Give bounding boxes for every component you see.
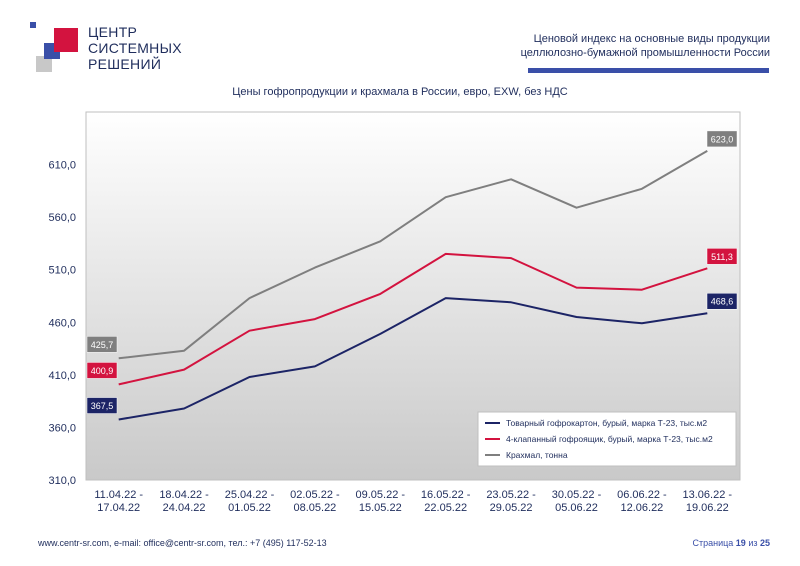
page-total: 25 — [759, 538, 770, 548]
x-tick-label: 01.05.22 — [228, 502, 271, 514]
x-tick-label: 18.04.22 - — [159, 489, 209, 501]
x-tick-label: 09.05.22 - — [356, 489, 406, 501]
logo-line-2: СИСТЕМНЫХ — [88, 40, 182, 56]
x-tick-label: 24.04.22 — [163, 502, 206, 514]
data-label-last-2: 511,3 — [711, 252, 733, 262]
legend-label-2: 4-клапанный гофроящик, бурый, марка Т-23… — [506, 434, 713, 444]
logo-mark-red — [54, 28, 78, 52]
y-tick-label: 460,0 — [48, 317, 76, 329]
x-tick-label: 17.04.22 — [97, 502, 140, 514]
data-label-first-1-bg — [86, 397, 118, 414]
x-tick-label: 13.06.22 - — [683, 489, 733, 501]
y-tick-label: 610,0 — [48, 160, 76, 172]
logo-mark-dot — [30, 22, 36, 28]
x-tick-label: 05.06.22 — [555, 502, 598, 514]
page-prefix: Страница — [692, 538, 734, 548]
y-tick-label: 360,0 — [48, 422, 76, 434]
legend-label-3: Крахмал, тонна — [506, 450, 568, 460]
logo-text: ЦЕНТР СИСТЕМНЫХ РЕШЕНИЙ — [88, 24, 182, 72]
page-sep: из — [748, 538, 758, 548]
series-line-1 — [118, 297, 708, 421]
data-label-last-3: 623,0 — [711, 134, 734, 144]
logo-mark-gray — [36, 56, 52, 72]
data-label-last-1-bg — [706, 292, 738, 310]
data-label-last-3-bg — [706, 130, 738, 148]
header-accent-bar — [528, 68, 769, 73]
x-tick-label: 25.04.22 - — [225, 489, 275, 501]
x-tick-label: 02.05.22 - — [290, 489, 340, 501]
x-tick-label: 12.06.22 — [620, 502, 663, 514]
logo-line-1: ЦЕНТР — [88, 24, 138, 40]
y-tick-label: 510,0 — [48, 265, 76, 277]
data-label-first-1: 367,5 — [91, 401, 114, 411]
x-tick-label: 06.06.22 - — [617, 489, 667, 501]
x-tick-label: 16.05.22 - — [421, 489, 471, 501]
y-tick-label: 560,0 — [48, 212, 76, 224]
company-logo: ЦЕНТР СИСТЕМНЫХ РЕШЕНИЙ — [22, 18, 192, 78]
data-label-last-2-bg — [706, 248, 738, 265]
header-line-1: Ценовой индекс на основные виды продукци… — [533, 33, 770, 45]
x-tick-label: 23.05.22 - — [486, 489, 536, 501]
data-label-first-3: 425,7 — [91, 340, 114, 350]
x-tick-label: 22.05.22 — [424, 502, 467, 514]
header-line-2: целлюлозно-бумажной промышленности Росси… — [520, 47, 770, 59]
data-label-first-3-bg — [86, 336, 118, 353]
y-tick-label: 310,0 — [48, 475, 76, 487]
chart-title: Цены гофропродукции и крахмала в России,… — [232, 86, 568, 98]
y-tick-label: 410,0 — [48, 370, 76, 382]
x-tick-label: 19.06.22 — [686, 502, 729, 514]
x-tick-label: 30.05.22 - — [552, 489, 602, 501]
series-line-2 — [118, 252, 708, 386]
data-label-first-2: 400,9 — [91, 366, 114, 376]
page-current: 19 — [735, 538, 746, 548]
x-tick-label: 29.05.22 — [490, 502, 533, 514]
x-tick-label: 08.05.22 — [293, 502, 336, 514]
data-label-last-1: 468,6 — [711, 297, 734, 307]
page-indicator: Страница 19 из 25 — [692, 538, 770, 548]
footer-contacts: www.centr-sr.com, e-mail: office@centr-s… — [38, 538, 327, 548]
x-tick-label: 11.04.22 - — [94, 489, 143, 501]
series-line-3 — [118, 150, 708, 360]
logo-line-3: РЕШЕНИЙ — [88, 56, 162, 72]
data-label-first-2-bg — [86, 362, 118, 379]
report-header: Ценовой индекс на основные виды продукци… — [521, 32, 770, 60]
legend-label-1: Товарный гофрокартон, бурый, марка Т-23,… — [506, 418, 707, 428]
legend-box — [477, 411, 737, 467]
x-tick-label: 15.05.22 — [359, 502, 402, 514]
